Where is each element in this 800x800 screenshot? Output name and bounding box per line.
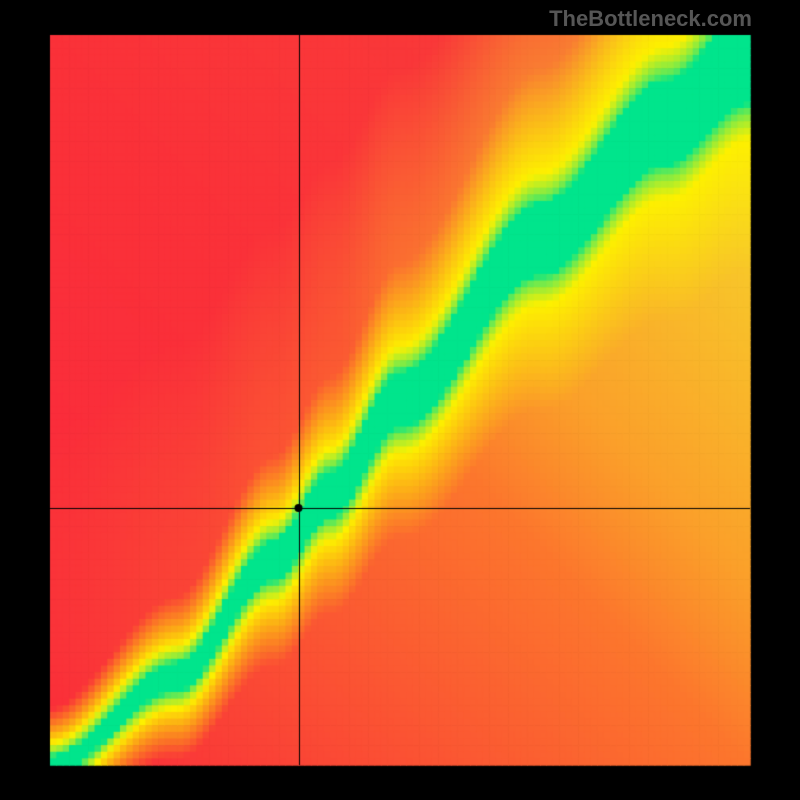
watermark-text: TheBottleneck.com xyxy=(549,6,752,32)
chart-container: TheBottleneck.com xyxy=(0,0,800,800)
heatmap-canvas xyxy=(0,0,800,800)
